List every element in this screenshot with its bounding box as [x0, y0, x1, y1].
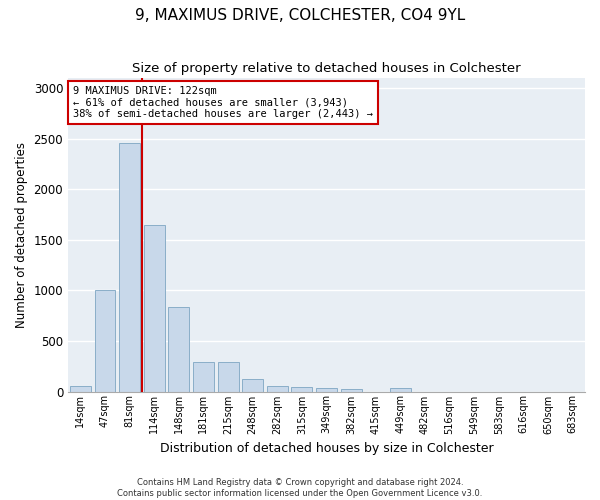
Bar	[70, 386, 91, 392]
X-axis label: Distribution of detached houses by size in Colchester: Distribution of detached houses by size …	[160, 442, 493, 455]
Bar	[292, 387, 313, 392]
Y-axis label: Number of detached properties: Number of detached properties	[15, 142, 28, 328]
Bar	[119, 143, 140, 392]
Bar	[218, 362, 239, 392]
Text: 9 MAXIMUS DRIVE: 122sqm
← 61% of detached houses are smaller (3,943)
38% of semi: 9 MAXIMUS DRIVE: 122sqm ← 61% of detache…	[73, 86, 373, 119]
Text: Contains HM Land Registry data © Crown copyright and database right 2024.
Contai: Contains HM Land Registry data © Crown c…	[118, 478, 482, 498]
Bar	[267, 386, 288, 392]
Text: 9, MAXIMUS DRIVE, COLCHESTER, CO4 9YL: 9, MAXIMUS DRIVE, COLCHESTER, CO4 9YL	[135, 8, 465, 22]
Bar	[316, 388, 337, 392]
Bar	[169, 306, 189, 392]
Bar	[242, 380, 263, 392]
Bar	[390, 388, 411, 392]
Bar	[144, 224, 164, 392]
Title: Size of property relative to detached houses in Colchester: Size of property relative to detached ho…	[132, 62, 521, 76]
Bar	[193, 362, 214, 392]
Bar	[341, 389, 362, 392]
Bar	[95, 290, 115, 392]
